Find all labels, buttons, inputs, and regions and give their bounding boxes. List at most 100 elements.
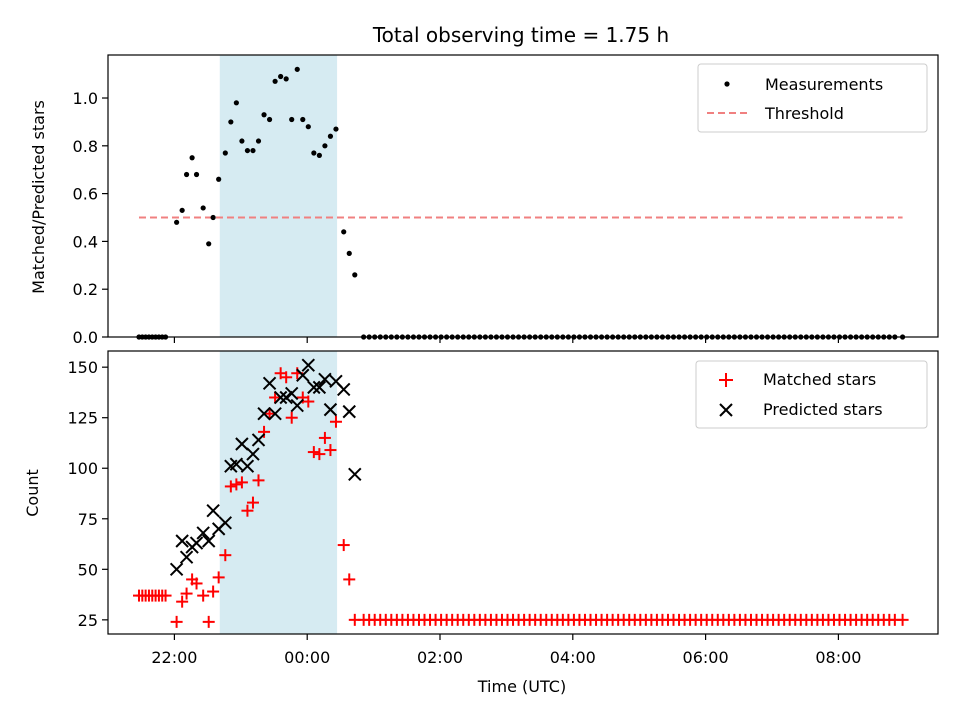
measurement-point [278, 73, 284, 80]
predicted-star-point [312, 380, 327, 395]
measurement-point [233, 100, 239, 106]
measurement-point [210, 214, 216, 221]
chart-title: Total observing time = 1.75 h [372, 23, 669, 47]
measurement-point [311, 150, 317, 156]
x-tick-label: 06:00 [683, 648, 729, 667]
top-panel: Total observing time = 1.75 h 0.0 0.2 0.4 0… [29, 23, 939, 347]
measurement-point [294, 66, 300, 72]
measurement-point [189, 155, 195, 161]
matched-star-point [263, 407, 276, 420]
bottom-y-tick-label: 25 [78, 611, 98, 630]
top-legend: Measurements Threshold [697, 63, 928, 133]
x-axis-label: Time (UTC) [477, 677, 566, 696]
matched-star-point [252, 474, 265, 487]
x-tick-label: 22:00 [151, 648, 197, 667]
top-y-tick-label: 0.6 [73, 185, 98, 204]
matched-star-point [313, 448, 326, 461]
measurement-point [266, 116, 273, 123]
predicted-star-point [284, 386, 299, 401]
predicted-star-point [290, 398, 304, 413]
measurement-point [183, 171, 190, 178]
matched-stars-series [132, 367, 909, 628]
predicted-star-point [262, 376, 277, 391]
predicted-star-point [342, 404, 356, 419]
predicted-star-point [323, 402, 338, 417]
matched-star-point [230, 478, 243, 491]
predicted-star-point [318, 372, 332, 387]
bottom-y-tick-label: 50 [78, 560, 98, 579]
measurement-point [289, 116, 295, 123]
measurement-point [327, 133, 334, 139]
x-tick-label: 00:00 [284, 648, 330, 667]
top-plot-frame [107, 54, 939, 338]
top-y-tick-label: 0.4 [73, 232, 98, 251]
measurement-point [352, 272, 358, 278]
top-highlight-span [219, 55, 338, 337]
matched-star-point [302, 395, 315, 408]
measurement-point [316, 152, 322, 158]
predicted-star-point [175, 534, 189, 548]
measurement-point [346, 250, 352, 256]
matched-star-point [202, 615, 215, 628]
predicted-star-point [268, 406, 282, 421]
x-tick-label: 04:00 [550, 648, 596, 667]
predicted-star-point [218, 516, 233, 530]
top-y-axis: 0.0 0.2 0.4 0.6 0.8 1.0 [73, 89, 108, 347]
matched-star-point [269, 391, 282, 404]
top-y-tick-label: 0.2 [73, 280, 98, 299]
measurement-point [322, 143, 328, 149]
measurement-point [283, 76, 289, 82]
matched-star-point [285, 411, 298, 424]
matched-star-point [307, 446, 320, 459]
measurement-point [272, 78, 278, 84]
bottom-y-tick-label: 75 [78, 510, 98, 529]
measurement-point [255, 138, 262, 144]
matched-star-point [170, 615, 183, 628]
bottom-y-axis: 25 50 75 100 125 150 [67, 358, 108, 630]
measurement-point [261, 112, 267, 118]
predicted-star-point [196, 526, 210, 540]
bottom-x-axis: 22:00 00:00 02:00 04:00 06:00 08:00 [151, 634, 861, 667]
matched-star-point [212, 571, 225, 584]
bottom-panel: 25 50 75 100 125 150 22:00 00:00 02:00 04:00 06:0… [23, 350, 939, 696]
top-y-tick-label: 0.0 [73, 328, 98, 347]
predicted-star-point [251, 433, 266, 447]
measurement-point [228, 119, 234, 125]
matched-star-point [329, 415, 342, 428]
bottom-legend-box [695, 360, 928, 429]
predicted-star-point [246, 447, 260, 461]
matched-star-point [343, 573, 356, 586]
predicted-star-point [296, 368, 310, 382]
matched-star-point [180, 587, 193, 600]
measurement-point [244, 147, 251, 154]
matched-star-point [176, 595, 189, 608]
matched-star-point [324, 444, 337, 457]
measurement-point [222, 150, 228, 156]
matched-star-point [190, 577, 203, 590]
predicted-star-point [279, 390, 293, 405]
predicted-star-point [307, 380, 321, 395]
bottom-y-tick-label: 125 [67, 409, 98, 428]
top-y-tick-label: 1.0 [73, 89, 98, 108]
measurement-point [333, 126, 339, 132]
measurement-point [341, 229, 347, 235]
predicted-star-point [348, 467, 362, 482]
matched-star-point [235, 476, 248, 489]
matched-star-point [280, 371, 293, 384]
predicted-star-point [189, 536, 204, 550]
measurement-point [206, 241, 212, 247]
predicted-star-point [257, 406, 271, 421]
top-x-ticks [173, 337, 840, 343]
legend-label-predicted: Predicted stars [763, 400, 883, 419]
measurement-point [305, 124, 311, 130]
predicted-star-point [201, 534, 216, 548]
measurement-point [250, 147, 256, 154]
predicted-star-point [235, 437, 249, 451]
bottom-legend: Matched stars Predicted stars [695, 360, 928, 429]
measurement-point [300, 116, 306, 123]
matched-star-point [219, 549, 232, 562]
predicted-stars-series [169, 358, 362, 577]
bottom-y-tick-label: 150 [67, 358, 98, 377]
matched-star-point [197, 589, 210, 602]
